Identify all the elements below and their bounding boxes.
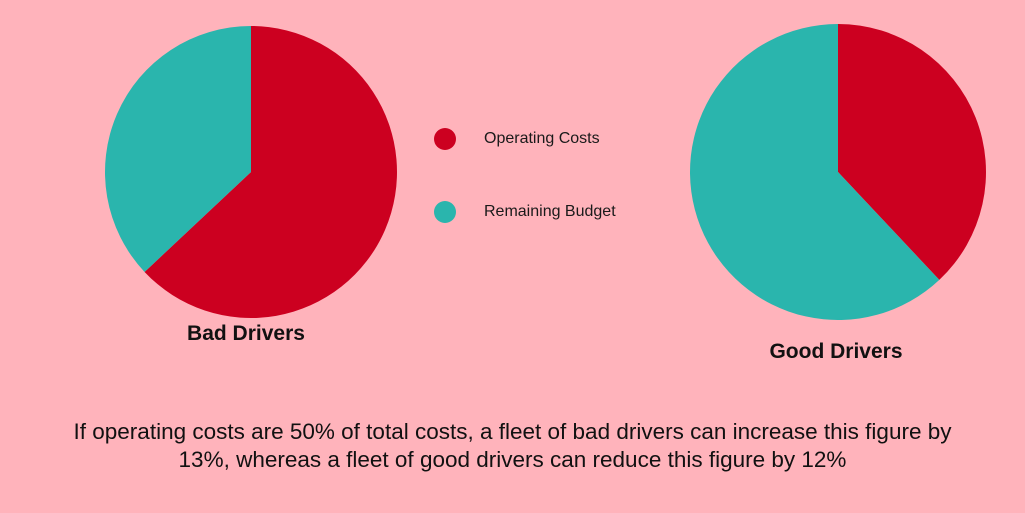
bad-drivers-title: Bad Drivers [187,322,305,345]
pie-slice-remaining-budget [690,24,940,320]
pie-slice-remaining-budget [105,26,252,272]
bad-drivers-pie-chart [105,26,398,318]
legend-item-operating-costs: Operating Costs [434,124,616,154]
caption-line-1: If operating costs are 50% of total cost… [73,419,952,444]
pie-slice-operating-costs [144,26,398,318]
good-drivers-title: Good Drivers [769,340,903,363]
legend-item-remaining-budget: Remaining Budget [434,197,616,227]
pie-slice-operating-costs [838,24,986,280]
caption: If operating costs are 50% of total cost… [0,418,1025,474]
remaining-budget-dot-icon [434,201,456,223]
operating-costs-dot-icon [434,128,456,150]
good-drivers-pie-chart [690,24,986,320]
legend: Operating Costs Remaining Budget [434,124,616,270]
legend-label-remaining-budget: Remaining Budget [484,203,616,220]
caption-line-2: 13%, whereas a fleet of good drivers can… [178,447,847,472]
legend-label-operating-costs: Operating Costs [484,130,600,147]
